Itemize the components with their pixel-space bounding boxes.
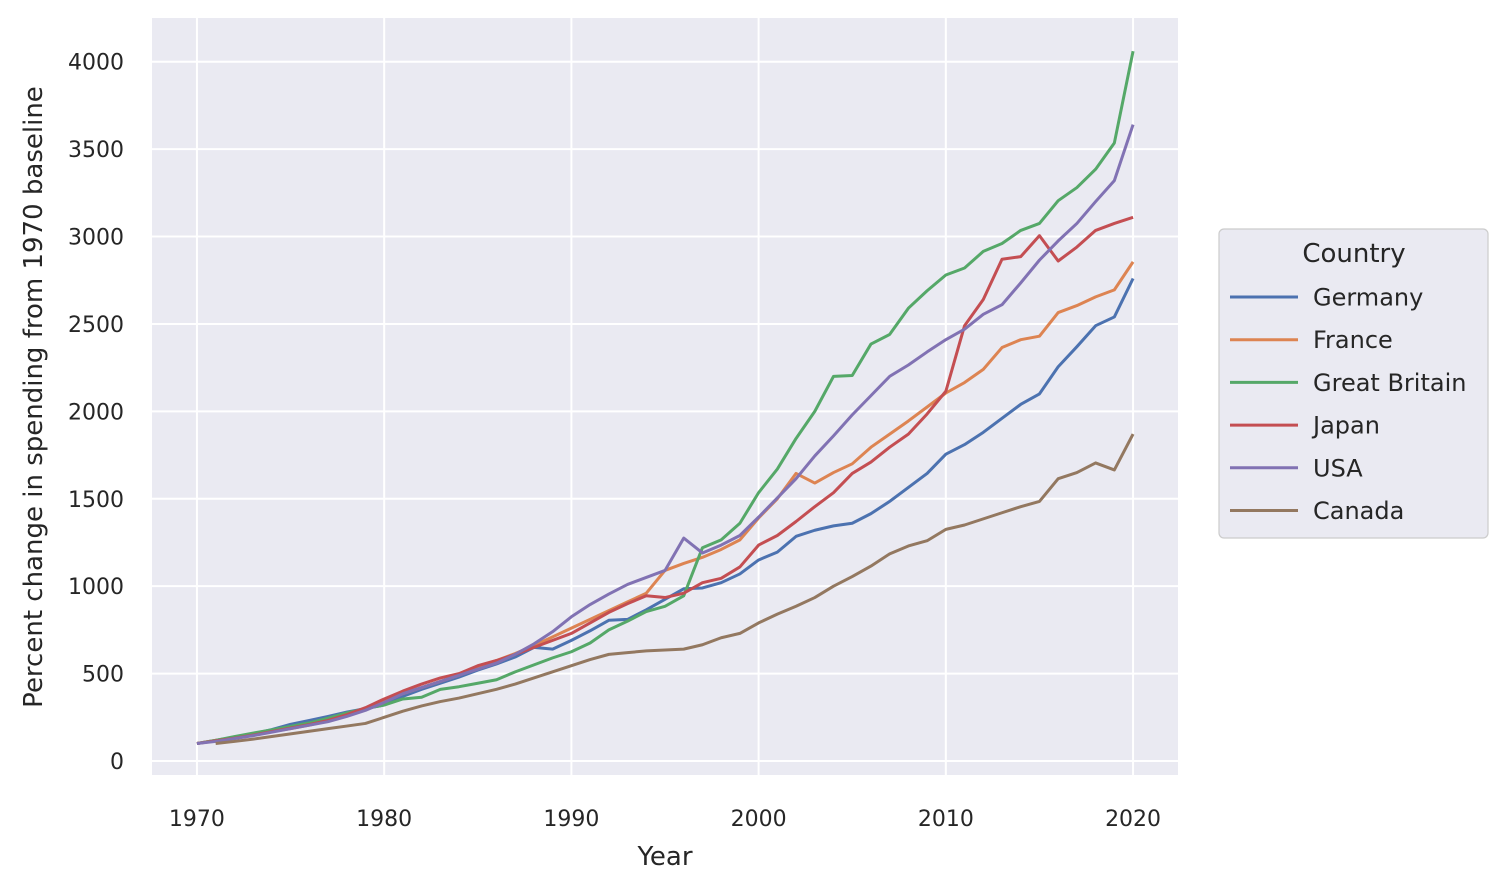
y-tick-label: 1000 [68,575,124,600]
y-tick-label: 3000 [68,226,124,251]
y-tick-label: 4000 [68,51,124,76]
legend-label-canada: Canada [1313,497,1404,525]
y-tick-label: 500 [82,663,124,688]
legend: Country Germany France Great Britain Japan U… [1218,228,1489,539]
legend-label-france: France [1313,326,1393,354]
legend-items: Germany France Great Britain Japan USA Canada [1230,284,1466,525]
legend-label-germany: Germany [1313,284,1423,312]
legend-label-japan: Japan [1311,412,1380,440]
x-axis-title: Year [636,842,692,872]
x-tick-label: 2010 [918,807,974,832]
series-line-canada [215,433,1135,746]
legend-label-great-britain: Great Britain [1313,369,1466,397]
y-tick-label: 2500 [68,313,124,338]
y-tick-label: 1500 [68,488,124,513]
x-tick-label: 2020 [1105,807,1161,832]
plot-background [152,18,1178,775]
y-axis-ticks: 0 500 1000 1500 2000 2500 3000 3500 4000 [68,51,124,775]
legend-box [1218,228,1489,539]
x-tick-label: 1970 [169,807,225,832]
x-tick-label: 1980 [356,807,412,832]
legend-label-usa: USA [1313,454,1363,482]
series-lines [196,50,1135,746]
grid-lines [152,18,1178,775]
legend-title: Country [1302,239,1405,269]
series-line-usa [196,124,1135,746]
x-tick-label: 2000 [731,807,787,832]
x-axis-ticks: 1970 1980 1990 2000 2010 2020 [169,807,1161,832]
y-tick-label: 3500 [68,138,124,163]
series-line-japan [196,215,1134,746]
x-tick-label: 1990 [543,807,599,832]
y-tick-label: 0 [110,750,124,775]
y-tick-label: 2000 [68,400,124,425]
y-axis-title: Percent change in spending from 1970 bas… [19,86,49,708]
